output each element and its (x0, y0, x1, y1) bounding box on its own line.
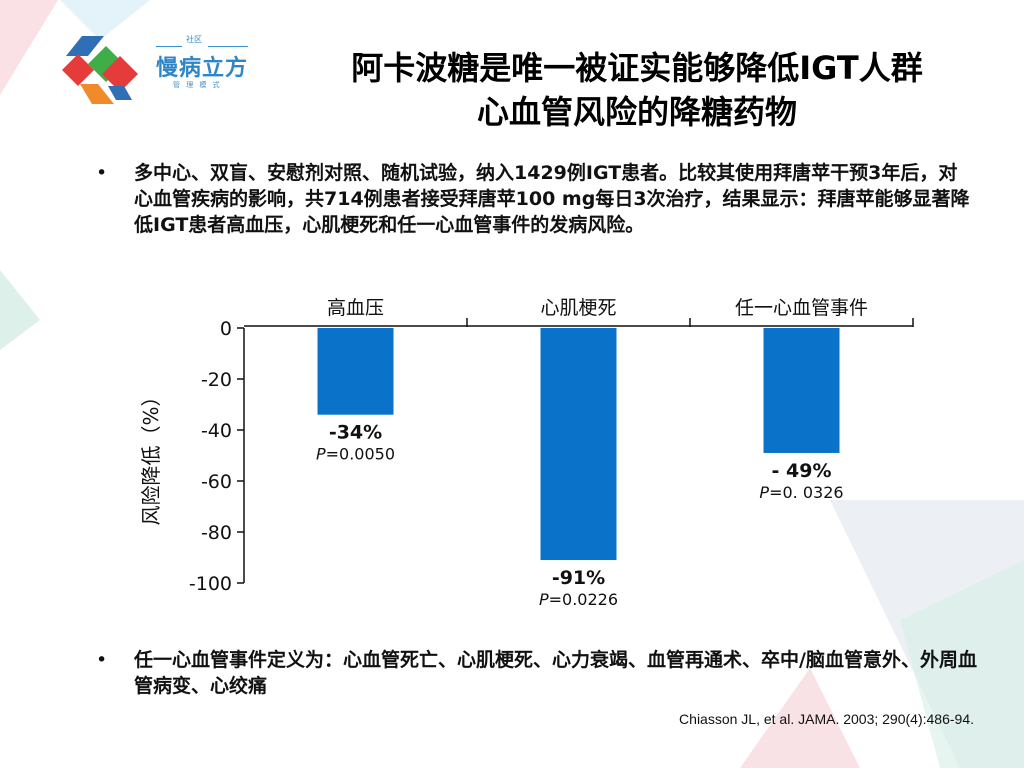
category-label: 任一心血管事件 (735, 297, 868, 319)
bar (763, 328, 840, 453)
category-label: 高血压 (327, 297, 384, 319)
y-tick-label: 0 (220, 318, 232, 340)
title-line-2: 心血管风险的降糖药物 (476, 93, 797, 131)
y-tick-label: -80 (201, 522, 232, 544)
y-ticks: 0 -20 -40 -60 -80 -100 (189, 318, 244, 595)
p-value-label: P=0.0050 (316, 445, 395, 464)
bullet-marker: • (96, 162, 108, 184)
bar-value-label: -91% (552, 567, 605, 589)
bullet-study-description: • 多中心、双盲、安慰剂对照、随机试验，纳入1429例IGT患者。比较其使用拜唐… (96, 160, 974, 238)
p-value-label: P=0. 0326 (759, 483, 843, 502)
bullet-text: 任一心血管事件定义为：心血管死亡、心肌梗死、心力衰竭、血管再通术、卒中/脑血管意… (134, 649, 977, 697)
logo-subtitle: 管 理 模 式 (173, 81, 222, 89)
data-labels: -34%P=0.0050 -91%P=0.0226 - 49%P=0. 0326 (316, 422, 844, 609)
bar (540, 328, 617, 561)
logo-rule-left (156, 46, 182, 47)
y-axis-label: 风险降低（%） (139, 386, 163, 525)
y-tick-label: -100 (189, 573, 232, 595)
logo-mark-icon (62, 36, 138, 104)
logo: 社区 慢病立方 管 理 模 式 (58, 34, 258, 106)
citation: Chiasson JL, et al. JAMA. 2003; 290(4):4… (679, 711, 974, 727)
logo-top-text: 社区 (186, 35, 202, 44)
category-label: 心肌梗死 (540, 297, 616, 319)
y-tick-label: -20 (201, 369, 232, 391)
page-title: 阿卡波糖是唯一被证实能够降低IGT人群 心血管风险的降糖药物 (262, 46, 1012, 134)
bar-value-label: -34% (329, 422, 382, 444)
bar-value-label: - 49% (772, 460, 832, 482)
bullet-event-definition: • 任一心血管事件定义为：心血管死亡、心肌梗死、心力衰竭、血管再通术、卒中/脑血… (96, 647, 984, 699)
bullet-marker: • (96, 649, 108, 671)
p-value-label: P=0.0226 (539, 590, 618, 609)
y-tick-label: -60 (201, 471, 232, 493)
title-line-1: 阿卡波糖是唯一被证实能够降低IGT人群 (351, 49, 923, 87)
logo-name: 慢病立方 (156, 56, 249, 81)
logo-rule-right (208, 46, 248, 47)
bar (317, 328, 394, 415)
y-tick-label: -40 (201, 420, 232, 442)
bars (317, 328, 840, 561)
category-labels: 高血压 心肌梗死 任一心血管事件 (327, 297, 914, 327)
bullet-text: 多中心、双盲、安慰剂对照、随机试验，纳入1429例IGT患者。比较其使用拜唐苹干… (134, 162, 970, 236)
